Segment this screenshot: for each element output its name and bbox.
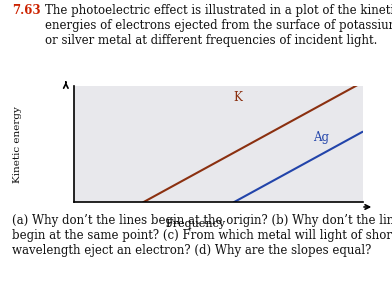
Text: Ag: Ag [313, 131, 329, 144]
Text: Kinetic energy: Kinetic energy [13, 106, 22, 183]
Text: Frequency: Frequency [165, 219, 225, 229]
Text: The photoelectric effect is illustrated in a plot of the kinetic
energies of ele: The photoelectric effect is illustrated … [45, 4, 392, 47]
Text: K: K [234, 91, 243, 104]
Text: 7.63: 7.63 [12, 4, 40, 17]
Text: (a) Why don’t the lines begin at the origin? (b) Why don’t the lines
begin at th: (a) Why don’t the lines begin at the ori… [12, 214, 392, 257]
